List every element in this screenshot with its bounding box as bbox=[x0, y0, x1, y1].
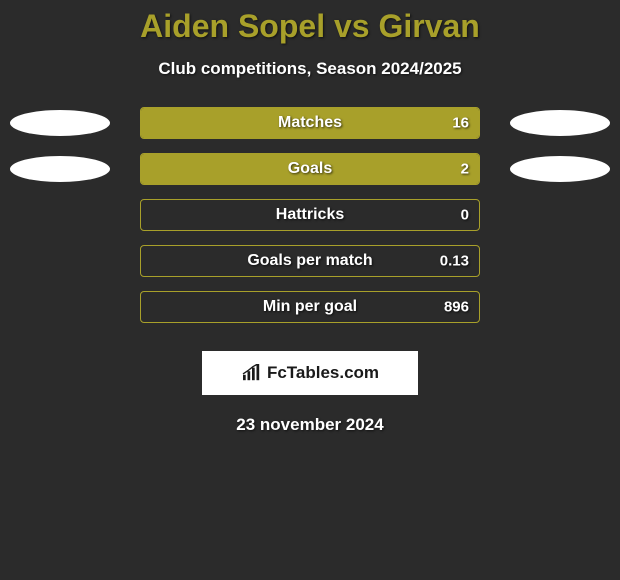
right-ellipse-placeholder bbox=[510, 202, 610, 228]
stat-row: Goals 2 bbox=[0, 153, 620, 185]
subtitle: Club competitions, Season 2024/2025 bbox=[0, 59, 620, 79]
stat-bar: Goals per match 0.13 bbox=[140, 245, 480, 277]
stat-value: 896 bbox=[444, 299, 469, 316]
stat-row: Goals per match 0.13 bbox=[0, 245, 620, 277]
stat-value: 0.13 bbox=[440, 253, 469, 270]
right-ellipse-placeholder bbox=[510, 248, 610, 274]
stat-label: Min per goal bbox=[263, 298, 357, 316]
stats-rows: Matches 16 Goals 2 Hattricks 0 Goals per match… bbox=[0, 107, 620, 323]
brand-inner: FcTables.com bbox=[203, 352, 417, 394]
left-ellipse bbox=[10, 156, 110, 182]
brand-box: FcTables.com bbox=[202, 351, 418, 395]
right-ellipse-placeholder bbox=[510, 294, 610, 320]
stat-row: Matches 16 bbox=[0, 107, 620, 139]
stat-bar: Matches 16 bbox=[140, 107, 480, 139]
date-text: 23 november 2024 bbox=[0, 415, 620, 435]
stat-bar: Hattricks 0 bbox=[140, 199, 480, 231]
stat-label: Hattricks bbox=[276, 206, 344, 224]
left-ellipse-placeholder bbox=[10, 294, 110, 320]
left-ellipse bbox=[10, 110, 110, 136]
page-title: Aiden Sopel vs Girvan bbox=[0, 8, 620, 45]
stat-bar: Goals 2 bbox=[140, 153, 480, 185]
brand-text: FcTables.com bbox=[267, 363, 379, 383]
right-ellipse bbox=[510, 156, 610, 182]
stat-value: 0 bbox=[461, 207, 469, 224]
stat-label: Goals bbox=[288, 160, 332, 178]
stat-row: Min per goal 896 bbox=[0, 291, 620, 323]
left-ellipse-placeholder bbox=[10, 202, 110, 228]
stat-row: Hattricks 0 bbox=[0, 199, 620, 231]
stat-value: 2 bbox=[461, 161, 469, 178]
stat-bar: Min per goal 896 bbox=[140, 291, 480, 323]
stat-label: Matches bbox=[278, 114, 342, 132]
stat-label: Goals per match bbox=[247, 252, 372, 270]
bar-chart-icon bbox=[241, 364, 263, 382]
stat-value: 16 bbox=[452, 115, 469, 132]
right-ellipse bbox=[510, 110, 610, 136]
left-ellipse-placeholder bbox=[10, 248, 110, 274]
